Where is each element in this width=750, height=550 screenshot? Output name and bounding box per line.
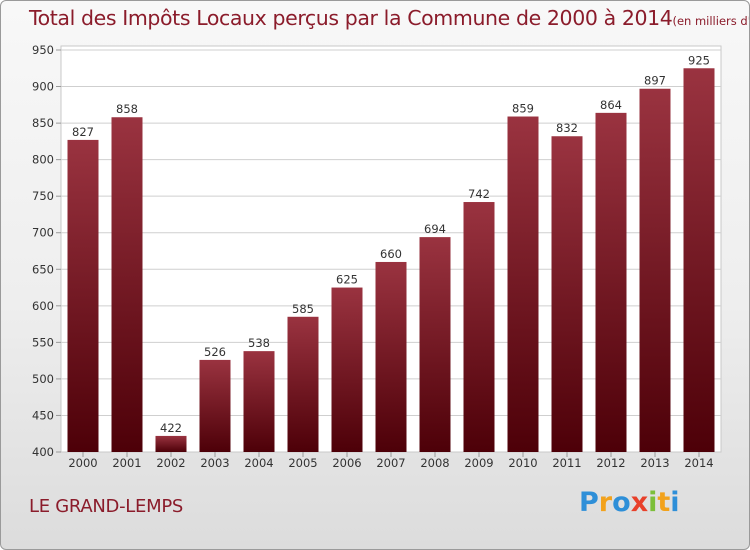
x-tick-label: 2007 [376,456,405,470]
data-label: 925 [688,53,710,67]
data-label: 422 [160,421,182,435]
bar-2000 [67,139,99,452]
logo-letter: P [579,487,599,518]
y-tick-label: 800 [32,153,54,167]
chart-title: Total des Impôts Locaux perçus par la Co… [29,6,750,30]
x-tick-label: 2001 [112,456,141,470]
y-tick-label: 850 [32,116,54,130]
data-label: 827 [72,125,94,139]
x-tick-label: 2011 [552,456,581,470]
y-axis: 400 450 500 550 600 650 700 750 800 850 900 950 [32,43,61,459]
data-label: 625 [336,273,358,287]
bar-2001 [111,117,143,452]
logo-letter: o [612,487,631,518]
data-label: 864 [600,98,622,112]
data-label: 526 [204,345,226,359]
data-label: 660 [380,247,402,261]
y-tick-label: 550 [32,335,54,349]
x-tick-label: 2013 [640,456,669,470]
proxiti-logo: Proxiti [579,487,680,518]
x-tick-label: 2004 [244,456,273,470]
data-label: 538 [248,336,270,350]
bar-2011 [551,136,583,453]
x-axis: 2000 2001 2002 2003 2004 2005 2006 2007 2008 2009… [68,452,714,470]
logo-letter: x [630,487,649,518]
data-label: 859 [512,102,534,116]
y-tick-label: 600 [32,299,54,313]
x-tick-label: 2012 [596,456,625,470]
data-label: 858 [116,102,138,116]
y-tick-label: 900 [32,80,54,94]
data-label: 742 [468,187,490,201]
y-tick-label: 950 [32,43,54,57]
y-tick-label: 400 [32,445,54,459]
bar-2012 [595,112,627,452]
data-label: 585 [292,302,314,316]
bar-2003 [199,359,231,452]
data-label: 897 [644,74,666,88]
x-tick-label: 2006 [332,456,361,470]
y-tick-label: 750 [32,189,54,203]
x-tick-label: 2005 [288,456,317,470]
y-tick-label: 500 [32,372,54,386]
y-tick-label: 700 [32,226,54,240]
bars: 827 858 422 526 538 585 625 660 694 742 859 832 864 8… [67,53,715,453]
bar-2009 [463,202,495,452]
logo-letter: r [598,487,613,518]
logo-letter: i [648,487,658,518]
x-tick-label: 2000 [68,456,97,470]
x-tick-label: 2002 [156,456,185,470]
title-text: Total des Impôts Locaux perçus par la Co… [29,6,673,30]
bar-2004 [243,351,275,452]
x-tick-label: 2003 [200,456,229,470]
y-tick-label: 450 [32,408,54,422]
bar-2013 [639,88,671,452]
bar-2007 [375,261,407,452]
x-tick-label: 2010 [508,456,537,470]
logo-letter: t [657,487,671,518]
title-unit: (en milliers d'€) [672,14,750,28]
x-tick-label: 2009 [464,456,493,470]
data-label: 832 [556,121,578,135]
commune-name: LE GRAND-LEMPS [29,496,183,517]
bar-2005 [287,316,319,452]
y-tick-label: 650 [32,262,54,276]
bar-2006 [331,287,363,452]
x-tick-label: 2014 [684,456,713,470]
bar-2014 [683,68,715,452]
data-label: 694 [424,222,446,236]
bar-2002 [155,435,187,452]
bar-2010 [507,116,539,452]
bar-2008 [419,237,451,452]
logo-letter: i [670,487,680,518]
x-tick-label: 2008 [420,456,449,470]
